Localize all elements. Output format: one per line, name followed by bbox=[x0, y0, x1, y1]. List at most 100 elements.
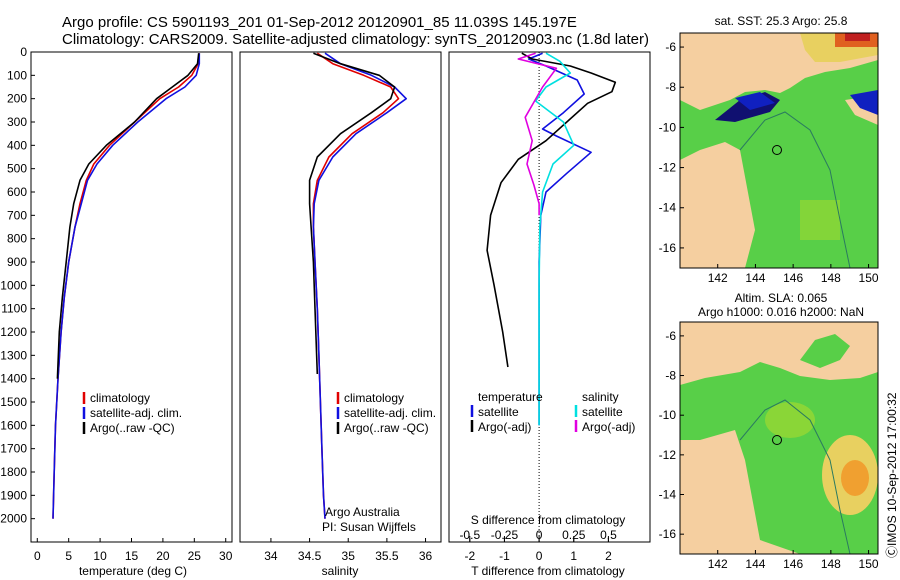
figure-title-line1: Argo profile: CS 5901193_201 01-Sep-2012… bbox=[62, 14, 577, 31]
temperature-series-1 bbox=[52, 53, 201, 519]
depth-tick-label: 1400 bbox=[0, 372, 27, 386]
difference-legend-salinity-satellite: satellite bbox=[582, 405, 623, 419]
difference-x-tick-label: -2 bbox=[464, 549, 475, 563]
sla-map-lat-tick-label: -6 bbox=[665, 329, 676, 343]
temperature-x-ticks: 0 5 10 15 20 25 30 bbox=[34, 538, 233, 563]
salinity-panel: 34 34.5 35 35.5 36 salinity climatology sate… bbox=[239, 51, 442, 578]
sst-map-lat-tick-label: -10 bbox=[659, 120, 677, 134]
temperature-x-tick-label: 10 bbox=[93, 549, 107, 563]
depth-tick-label: 900 bbox=[7, 255, 27, 269]
figure-title-line2: Climatology: CARS2009. Satellite-adjuste… bbox=[62, 31, 649, 48]
depth-tick-label: 600 bbox=[7, 185, 27, 199]
sst-map-title: sat. SST: 25.3 Argo: 25.8 bbox=[715, 14, 848, 28]
sla-map-panel: 142 144 146 148 150 -6 -8 -10 -12 -14 -16 bbox=[659, 321, 879, 571]
difference-salinity-ticks: -0.5 -0.25 0 0.25 0.5 bbox=[459, 528, 617, 542]
difference-salinity-tick-label: 0.5 bbox=[600, 528, 617, 542]
depth-tick-label: 1600 bbox=[0, 418, 27, 432]
sst-map-lat-tick-label: -12 bbox=[659, 161, 677, 175]
sst-map-lat-tick-label: -6 bbox=[665, 40, 676, 54]
difference-x-tick-label: 1 bbox=[570, 549, 577, 563]
salinity-x-tick-label: 35.5 bbox=[375, 549, 399, 563]
sst-map-lon-tick-label: 142 bbox=[708, 271, 728, 285]
depth-tick-label: 500 bbox=[7, 162, 27, 176]
sst-map-frame bbox=[679, 32, 879, 269]
temperature-x-tick-label: 20 bbox=[156, 549, 170, 563]
sla-map-title-line1: Altim. SLA: 0.065 bbox=[735, 291, 828, 305]
temperature-series-2 bbox=[56, 53, 200, 379]
salinity-legend: climatology satellite-adj. clim. Argo(..… bbox=[336, 391, 436, 435]
difference-series-2 bbox=[534, 52, 575, 426]
salinity-legend-argo: Argo(..raw -QC) bbox=[344, 421, 429, 435]
temperature-series-group bbox=[52, 53, 201, 519]
difference-salinity-tick-label: -0.5 bbox=[459, 528, 480, 542]
sla-map-lon-tick-label: 142 bbox=[708, 557, 728, 571]
salinity-annotation-pi: PI: Susan Wijffels bbox=[322, 520, 416, 534]
difference-legend: temperature satellite Argo(-adj) salinit… bbox=[470, 390, 635, 434]
sst-map-image bbox=[680, 33, 878, 268]
sla-map-lat-tick-label: -16 bbox=[659, 527, 677, 541]
salinity-x-ticks: 34 34.5 35 35.5 36 bbox=[264, 538, 433, 563]
sst-map-lat-tick-label: -16 bbox=[659, 241, 677, 255]
temperature-x-tick-label: 25 bbox=[188, 549, 202, 563]
sst-map-ticks: 142 144 146 148 150 -6 -8 -10 -12 -14 -16 bbox=[659, 40, 879, 285]
depth-tick-label: 800 bbox=[7, 232, 27, 246]
sst-map-cool-patch bbox=[735, 92, 775, 110]
depth-tick-label: 1100 bbox=[1, 302, 27, 316]
difference-x-tick-label: 2 bbox=[605, 549, 612, 563]
depth-tick-label: 1300 bbox=[0, 348, 27, 362]
depth-tick-label: 400 bbox=[7, 138, 27, 152]
difference-series-1 bbox=[486, 52, 617, 368]
salinity-x-tick-label: 34.5 bbox=[298, 549, 322, 563]
depth-tick-label: 100 bbox=[7, 68, 27, 82]
difference-axes-box bbox=[448, 51, 651, 543]
difference-x-tick-label: 0 bbox=[536, 549, 543, 563]
depth-tick-label: 300 bbox=[7, 115, 27, 129]
salinity-x-tick-label: 36 bbox=[419, 549, 433, 563]
difference-salinity-tick-label: 0 bbox=[536, 528, 543, 542]
sla-map-lat-tick-label: -10 bbox=[659, 408, 677, 422]
depth-tick-label: 1700 bbox=[0, 442, 27, 456]
sst-map-panel: 142 144 146 148 150 -6 -8 -10 -12 -14 -16 bbox=[659, 32, 879, 285]
salinity-x-label: salinity bbox=[322, 564, 359, 578]
temperature-y-ticks: 0 100 200 300 400 500 600 700 800 900 1000 1100 1200… bbox=[0, 45, 35, 526]
salinity-annotation-institution: Argo Australia bbox=[325, 505, 400, 519]
temperature-x-tick-label: 30 bbox=[219, 549, 233, 563]
sla-map-lat-tick-label: -14 bbox=[659, 488, 677, 502]
difference-legend-salinity-title: salinity bbox=[582, 390, 619, 404]
difference-legend-salinity-argo: Argo(-adj) bbox=[582, 420, 635, 434]
sla-map-image bbox=[680, 322, 878, 554]
sst-map-lon-tick-label: 146 bbox=[783, 271, 803, 285]
sla-map-lon-tick-label: 144 bbox=[745, 557, 765, 571]
temperature-x-tick-label: 5 bbox=[65, 549, 72, 563]
sst-map-argo-location bbox=[772, 145, 782, 155]
sst-map-warm-south bbox=[800, 200, 840, 240]
sla-map-frame bbox=[679, 321, 879, 555]
depth-tick-label: 200 bbox=[7, 92, 27, 106]
sla-map-isobath bbox=[739, 399, 851, 554]
difference-x-tick-label: -1 bbox=[499, 549, 510, 563]
depth-tick-label: 2000 bbox=[0, 512, 27, 526]
sla-map-lon-tick-label: 146 bbox=[783, 557, 803, 571]
sla-map-lon-tick-label: 150 bbox=[859, 557, 879, 571]
sla-map-lat-tick-label: -12 bbox=[659, 448, 677, 462]
sla-map-lat-tick-label: -8 bbox=[665, 369, 676, 383]
temperature-x-label: temperature (deg C) bbox=[79, 564, 187, 578]
sst-map-lon-tick-label: 148 bbox=[821, 271, 841, 285]
depth-tick-label: 700 bbox=[7, 208, 27, 222]
sst-map-lon-tick-label: 150 bbox=[859, 271, 879, 285]
sst-map-hottest-patch bbox=[845, 33, 870, 41]
temperature-x-tick-label: 15 bbox=[125, 549, 139, 563]
sst-map-isobath bbox=[739, 111, 851, 268]
depth-tick-label: 1500 bbox=[0, 395, 27, 409]
depth-tick-label: 1900 bbox=[0, 488, 27, 502]
difference-panel: -2 -1 0 1 2 -0.5 -0.25 0 0.25 0.5 S difference f… bbox=[448, 51, 651, 578]
difference-x-label: T difference from climatology bbox=[471, 564, 625, 578]
difference-legend-temperature-satellite: satellite bbox=[478, 405, 519, 419]
salinity-legend-climatology: climatology bbox=[344, 391, 404, 405]
temperature-legend-satellite: satellite-adj. clim. bbox=[90, 406, 182, 420]
salinity-x-tick-label: 34 bbox=[264, 549, 278, 563]
sla-map-peak-anomaly bbox=[841, 460, 869, 496]
temperature-legend: climatology satellite-adj. clim. Argo(..… bbox=[82, 391, 182, 435]
depth-tick-label: 1800 bbox=[0, 465, 27, 479]
imos-credit: ⒸIMOS 10-Sep-2012 17:00:32 bbox=[885, 392, 899, 558]
